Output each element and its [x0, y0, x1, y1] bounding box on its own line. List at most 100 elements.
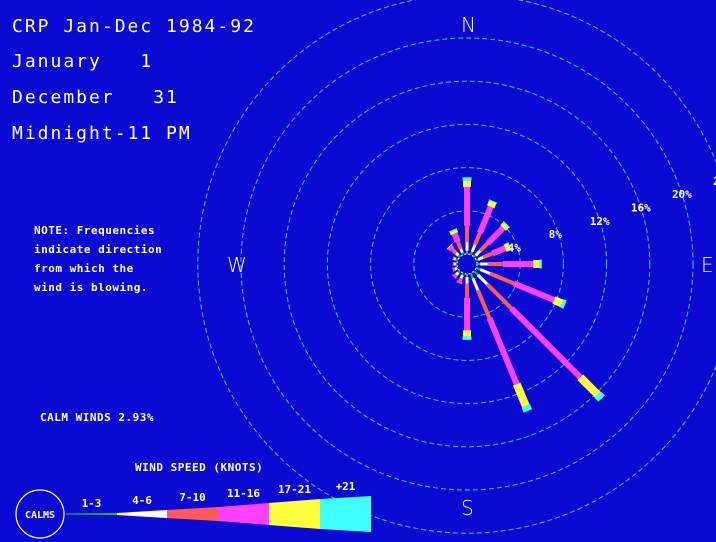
- spoke-segment: [462, 177, 472, 181]
- spoke-wsw: [452, 266, 459, 272]
- spoke-n: [462, 177, 472, 254]
- spoke-segment: [476, 273, 489, 286]
- spoke-segment: [452, 262, 454, 266]
- spoke-segment: [456, 280, 463, 285]
- spoke-segment: [507, 242, 512, 251]
- spoke-sw: [451, 270, 461, 280]
- compass-south: S: [461, 496, 474, 520]
- spoke-segment: [449, 229, 459, 236]
- spoke-segment: [454, 266, 458, 271]
- spoke-nnw: [448, 228, 465, 256]
- spoke-segment: [464, 187, 470, 226]
- spoke-segment: [487, 262, 503, 266]
- spoke-segment: [470, 244, 477, 253]
- ring-label: 12%: [590, 215, 610, 228]
- spoke-segment: [475, 266, 481, 271]
- note-line: wind is blowing.: [34, 281, 148, 294]
- legend-title: WIND SPEED (KNOTS): [135, 461, 264, 474]
- spoke-nne: [469, 199, 498, 256]
- ring-label: 8%: [549, 228, 563, 241]
- frequency-rings: [197, 0, 716, 534]
- compass-north: N: [461, 13, 476, 37]
- spoke-segment: [446, 243, 453, 250]
- note-line: from which the: [34, 262, 134, 275]
- legend-swatch: [117, 510, 167, 518]
- spoke-segment: [533, 260, 540, 268]
- hours-range: Midnight-11 PM: [12, 123, 192, 144]
- spoke-segment: [500, 222, 509, 231]
- ring-circle: [283, 80, 651, 448]
- end-date: December 31: [12, 87, 179, 108]
- legend-swatch: [218, 503, 269, 525]
- spoke-segment: [491, 245, 507, 257]
- legend-swatch: [167, 507, 218, 521]
- spoke-segment: [455, 263, 457, 265]
- spoke-segment: [502, 261, 534, 267]
- compass-west: W: [227, 253, 247, 277]
- ring-circle: [240, 37, 694, 491]
- spoke-segment: [473, 254, 477, 258]
- direction-note: NOTE: Frequencies indicate direction fro…: [34, 221, 162, 297]
- spoke-segment: [457, 254, 461, 258]
- spoke-segment: [479, 268, 491, 275]
- legend-class-label: 4-6: [132, 494, 152, 507]
- spoke-segment: [453, 257, 457, 261]
- spoke-segment: [473, 270, 479, 276]
- spoke-segment: [487, 200, 497, 209]
- note-line: NOTE: Frequencies: [34, 224, 156, 237]
- spoke-segment: [475, 258, 479, 262]
- spoke-segment: [463, 180, 471, 187]
- spoke-segment: [513, 382, 530, 408]
- spoke-segment: [521, 404, 532, 413]
- spoke-segment: [471, 277, 480, 291]
- compass-east: E: [701, 253, 714, 277]
- spoke-segment: [473, 232, 482, 246]
- spoke-ssw: [456, 272, 465, 285]
- calm-winds-label: CALM WINDS 2.93%: [40, 411, 154, 424]
- spoke-segment: [465, 283, 469, 298]
- spoke-segment: [465, 277, 469, 284]
- calms-circle: [15, 489, 65, 539]
- spoke-segment: [453, 262, 456, 266]
- spoke-segment: [464, 297, 470, 331]
- spoke-segment: [503, 220, 511, 228]
- spoke-segment: [457, 270, 461, 274]
- legend-class-label: 11-16: [227, 487, 260, 500]
- spoke-segment: [461, 252, 465, 256]
- spoke-segment: [480, 262, 488, 266]
- spoke-segment: [477, 263, 481, 265]
- spoke-segment: [455, 271, 460, 276]
- spoke-segment: [456, 266, 459, 270]
- spoke-nw: [446, 243, 461, 258]
- spoke-se: [473, 270, 605, 402]
- spoke-segment: [488, 199, 498, 204]
- ring-label: 24%: [713, 175, 716, 188]
- legend-swatch: [66, 513, 117, 515]
- spoke-segment: [459, 274, 464, 279]
- spoke-segment: [448, 228, 458, 233]
- spoke-segment: [478, 241, 490, 253]
- spoke-segment: [455, 252, 460, 257]
- legend-swatch: [320, 496, 371, 532]
- spoke-segment: [453, 273, 458, 278]
- spoke-segment: [466, 274, 468, 278]
- spoke-segment: [552, 296, 564, 308]
- legend-class-label: +21: [336, 480, 356, 493]
- spoke-segment: [513, 280, 556, 303]
- spoke-segment: [456, 241, 463, 250]
- spoke-e: [477, 259, 542, 269]
- speed-legend: CALMS 1-3 4-6 7-10 11-16 17-21 +21: [15, 480, 371, 539]
- spoke-segment: [465, 242, 469, 251]
- ring-label: 16%: [631, 202, 651, 215]
- spoke-segment: [466, 250, 468, 254]
- ring-label: 20%: [672, 188, 692, 201]
- spoke-segment: [594, 391, 605, 402]
- spoke-ese: [475, 266, 567, 309]
- calms-label: CALMS: [25, 510, 55, 521]
- legend-class-label: 17-21: [278, 483, 311, 496]
- spoke-segment: [451, 274, 457, 280]
- spoke-segment: [452, 256, 455, 261]
- spoke-segment: [447, 244, 455, 252]
- spoke-segment: [560, 299, 567, 309]
